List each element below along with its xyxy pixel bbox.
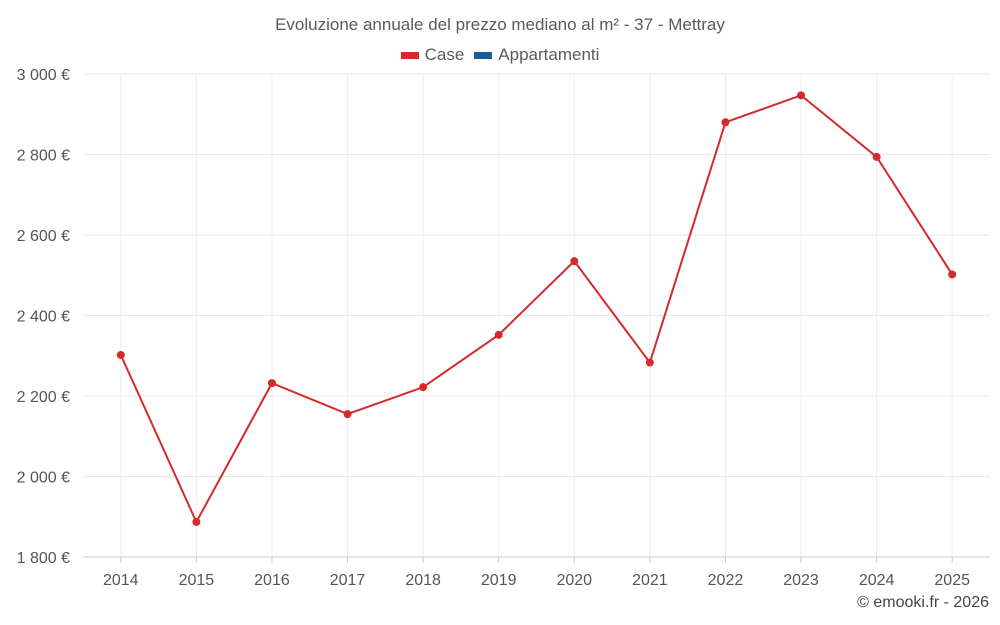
x-tick-label: 2017 [330,572,366,589]
x-tick-label: 2022 [708,572,744,589]
legend-swatch-appartamenti [474,51,493,59]
legend-swatch-case [400,51,419,59]
legend-label-case: Case [424,45,465,64]
x-tick-label: 2019 [481,572,517,589]
legend-label-appartamenti: Appartamenti [498,45,600,64]
y-tick-label: 2 600 € [17,228,70,245]
data-point [419,383,428,392]
data-point [948,270,957,279]
x-tick-label: 2015 [179,572,215,589]
data-point [797,91,806,100]
x-tick-label: 2024 [859,572,895,589]
x-tick-label: 2023 [783,572,819,589]
y-tick-label: 2 800 € [17,148,70,165]
legend-item-appartamenti[interactable]: Appartamenti [474,45,599,65]
chart-title: Evoluzione annuale del prezzo mediano al… [275,15,725,34]
credit-text: © emooki.fr - 2026 [857,594,989,611]
y-tick-label: 3 000 € [17,67,70,84]
x-tick-label: 2018 [405,572,441,589]
data-point [721,118,730,127]
data-point [192,517,201,526]
x-tick-label: 2014 [103,572,139,589]
x-tick-label: 2020 [556,572,592,589]
x-tick-label: 2016 [254,572,290,589]
y-tick-label: 2 200 € [17,389,70,406]
data-point [570,257,579,266]
x-tick-label: 2025 [934,572,970,589]
data-point [872,152,881,161]
x-tick-label: 2021 [632,572,668,589]
data-point [267,379,276,388]
data-point [343,410,352,419]
data-point [116,350,125,359]
y-tick-label: 1 800 € [17,550,70,567]
chart-legend: Case Appartamenti [0,45,1000,65]
y-tick-label: 2 400 € [17,309,70,326]
data-point [494,330,503,339]
data-point [645,358,654,367]
legend-item-case[interactable]: Case [400,45,465,65]
series-line-case [119,94,954,525]
y-tick-label: 2 000 € [17,470,70,487]
